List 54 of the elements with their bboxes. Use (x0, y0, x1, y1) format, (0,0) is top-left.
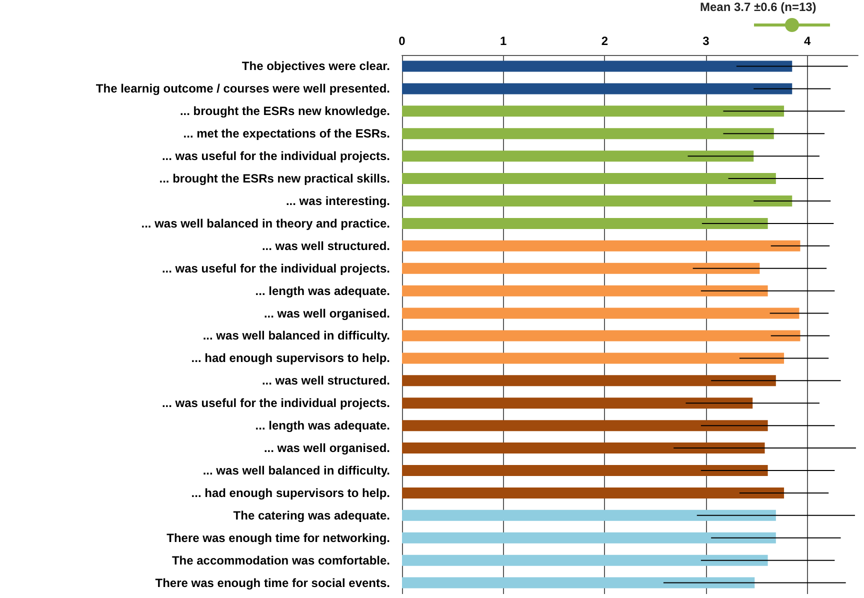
y-tick-label: ... was interesting. (286, 194, 390, 208)
x-tick-label: 2 (601, 34, 608, 48)
bar (402, 487, 784, 498)
bar (402, 128, 774, 140)
bar (402, 510, 776, 521)
bar (402, 464, 768, 476)
y-tick-label: ... length was adequate. (255, 418, 390, 433)
y-tick-label: ... brought the ESRs new knowledge. (180, 104, 390, 118)
text: Mean 3.7 ±0.6 (n=13) (700, 0, 816, 14)
bar (402, 285, 768, 296)
bar (402, 442, 765, 454)
bar (402, 195, 792, 206)
x-tick-label: 0 (398, 34, 406, 48)
y-tick-label: ... was useful for the individual projects. (162, 149, 390, 164)
y-tick-label: ... had enough supervisors to help. (191, 351, 390, 366)
bar (402, 398, 753, 409)
y-tick-label: ... was well balanced in difficulty. (202, 328, 390, 343)
bar (402, 554, 768, 566)
bar (402, 532, 776, 544)
y-tick-label: ... brought the ESRs new practical skills. (159, 172, 390, 186)
bar (402, 150, 754, 162)
y-tick-label: ... was well organised. (264, 306, 390, 320)
y-tick-label: There was enough time for networking. (166, 530, 390, 545)
y-tick-label: ... met the expectations of the ESRs. (183, 126, 390, 141)
y-tick-label: ... was useful for the individual projects. (162, 396, 390, 410)
y-tick-label: The objectives were clear. (242, 59, 390, 74)
y-tick-label: The accommodation was comfortable. (172, 553, 390, 568)
bar (402, 262, 760, 274)
bar (402, 240, 800, 252)
bar (402, 83, 792, 94)
bar (402, 60, 792, 72)
y-tick-label: ... was well structured. (262, 238, 390, 253)
bar (402, 577, 755, 588)
y-tick-label: ... length was adequate. (255, 284, 390, 298)
bar (402, 352, 784, 364)
bar (402, 308, 800, 319)
bar (402, 420, 768, 432)
y-tick-label: ... was useful for the individual projects. (162, 261, 390, 276)
y-tick-label: ... was well organised. (264, 441, 390, 456)
y-tick-label: ... was well balanced in difficulty. (202, 463, 390, 478)
y-tick-label: The catering was adequate. (233, 508, 390, 522)
x-tick-label: 3 (702, 34, 710, 48)
x-tick-label: 4 (804, 34, 811, 48)
bar (402, 173, 776, 184)
y-tick-label: ... was well structured. (262, 374, 390, 388)
y-tick-label: There was enough time for social events. (155, 576, 390, 590)
bar (402, 218, 768, 229)
y-tick-label: ... had enough supervisors to help. (191, 486, 390, 500)
bar (402, 375, 776, 386)
bar (402, 106, 784, 117)
y-tick-label: The learnig outcome / courses were well presented. (96, 82, 390, 96)
bar (402, 330, 800, 342)
x-tick-label: 1 (500, 34, 507, 48)
y-tick-label: ... was well balanced in theory and practice. (141, 216, 390, 230)
